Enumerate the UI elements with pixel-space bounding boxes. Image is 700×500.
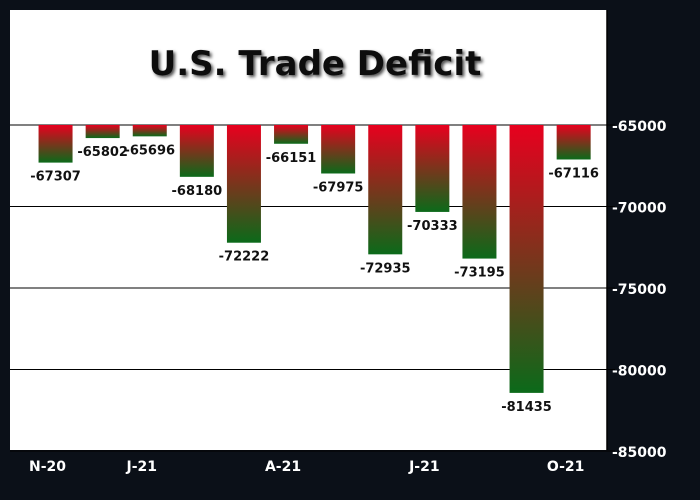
data-label: -66151 bbox=[266, 151, 317, 166]
x-tick-label: A-21 bbox=[265, 459, 301, 475]
plot-background bbox=[10, 10, 607, 450]
bar bbox=[321, 125, 356, 174]
y-tick-label: -65000 bbox=[612, 119, 667, 135]
x-tick-label: J-21 bbox=[125, 459, 157, 475]
bar bbox=[509, 125, 544, 393]
y-tick-label: -75000 bbox=[612, 282, 667, 298]
value-labels: -67307 -65802-65696 -68180 -72222 -66151 -679… bbox=[30, 143, 599, 415]
chart-title: U.S. Trade Deficit bbox=[149, 44, 482, 84]
data-label: -65802 bbox=[77, 145, 128, 160]
bar bbox=[226, 125, 261, 243]
bar bbox=[462, 125, 497, 259]
data-label: -65696 bbox=[124, 143, 175, 158]
bar bbox=[132, 125, 167, 137]
bar bbox=[179, 125, 214, 177]
bar bbox=[274, 125, 309, 144]
data-label: -73195 bbox=[454, 266, 505, 281]
y-tick-label: -85000 bbox=[612, 445, 667, 461]
data-label: -81435 bbox=[501, 400, 552, 415]
bar bbox=[368, 125, 403, 255]
data-label: -70333 bbox=[407, 219, 458, 234]
data-label: -72222 bbox=[219, 250, 270, 265]
x-tick-label: N-20 bbox=[29, 459, 66, 475]
bar bbox=[415, 125, 450, 212]
data-label: -72935 bbox=[360, 261, 411, 276]
y-tick-label: -80000 bbox=[612, 364, 667, 380]
x-axis: N-20 J-21 A-21 J-21 O-21 bbox=[29, 459, 584, 475]
y-tick-label: -70000 bbox=[612, 201, 667, 217]
x-tick-label: O-21 bbox=[547, 459, 584, 475]
y-axis: -65000 -70000 -75000 -80000 -85000 bbox=[606, 10, 667, 461]
data-label: -67307 bbox=[30, 170, 81, 185]
data-label: -67116 bbox=[548, 166, 599, 181]
data-label: -67975 bbox=[313, 180, 364, 195]
bar bbox=[85, 125, 120, 139]
bar bbox=[38, 125, 73, 163]
bars bbox=[38, 125, 591, 393]
x-tick-label: J-21 bbox=[408, 459, 440, 475]
data-label: -68180 bbox=[172, 184, 223, 199]
bar bbox=[556, 125, 591, 160]
